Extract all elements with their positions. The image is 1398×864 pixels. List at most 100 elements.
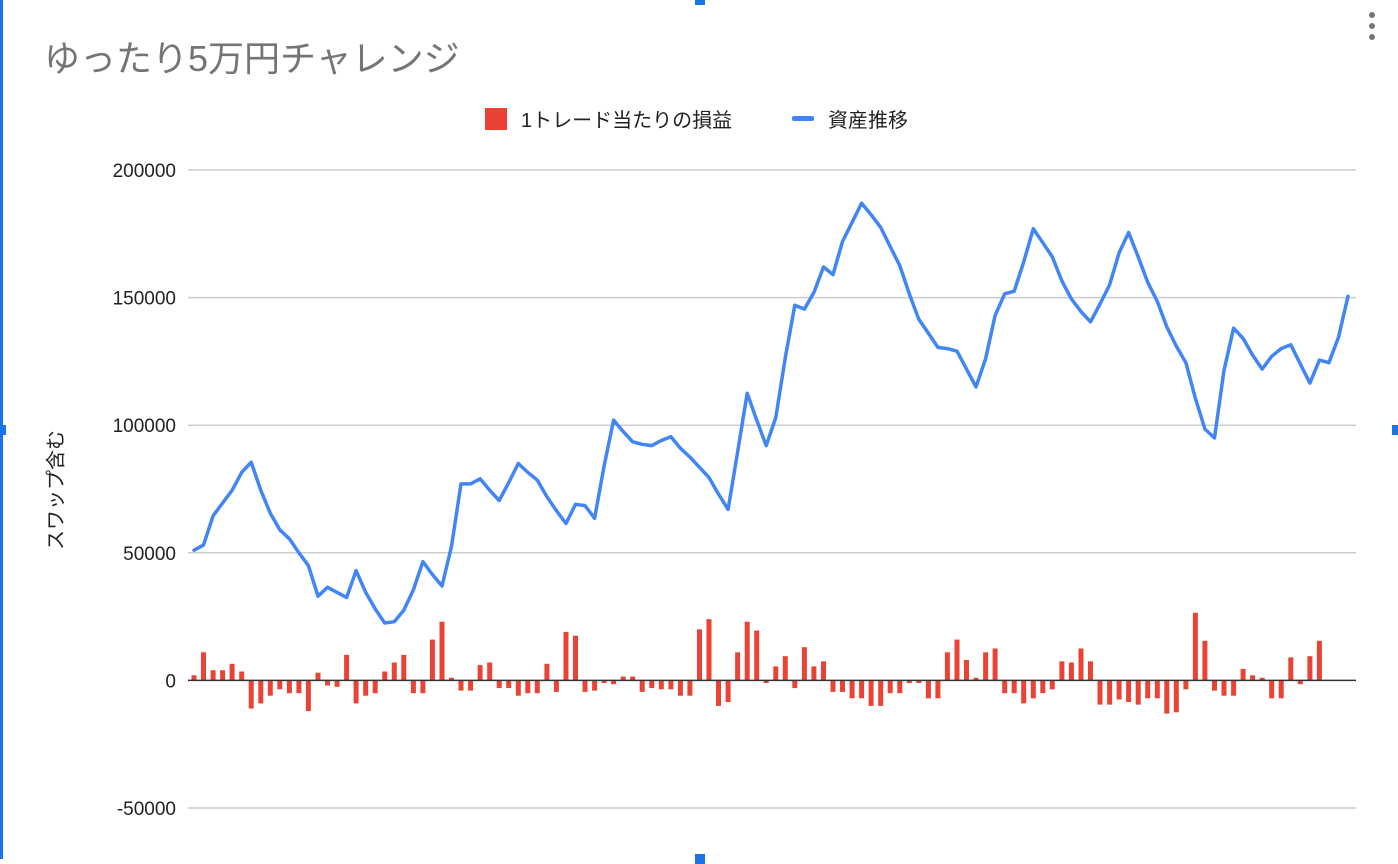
bar-mark[interactable]	[878, 680, 884, 706]
bar-mark[interactable]	[573, 635, 578, 681]
bar-mark[interactable]	[944, 652, 950, 681]
bar-mark[interactable]	[515, 680, 521, 696]
bar-mark[interactable]	[1307, 656, 1313, 681]
bar-mark[interactable]	[1088, 661, 1093, 681]
bar-mark[interactable]	[363, 680, 369, 696]
bar-mark[interactable]	[849, 680, 855, 699]
bar-mark[interactable]	[601, 680, 607, 683]
bar-mark[interactable]	[1259, 677, 1265, 681]
legend-item-line[interactable]: 資産推移	[792, 104, 908, 133]
bar-mark[interactable]	[239, 671, 245, 681]
bar-mark[interactable]	[1183, 680, 1189, 690]
bar-mark[interactable]	[668, 680, 674, 690]
bar-mark[interactable]	[334, 680, 340, 687]
bar-mark[interactable]	[1021, 680, 1027, 704]
bar-mark[interactable]	[353, 680, 359, 704]
bar-mark[interactable]	[811, 666, 817, 681]
bar-mark[interactable]	[620, 676, 626, 681]
bar-mark[interactable]	[687, 680, 693, 696]
bar-mark[interactable]	[525, 680, 531, 694]
bar-mark[interactable]	[792, 680, 798, 689]
bar-mark[interactable]	[477, 665, 483, 681]
bar-mark[interactable]	[410, 680, 416, 694]
bar-mark[interactable]	[1164, 680, 1170, 714]
resize-handle-top[interactable]	[695, 0, 705, 5]
bar-mark[interactable]	[1202, 640, 1208, 681]
bar-mark[interactable]	[582, 680, 588, 692]
bar-mark[interactable]	[1097, 680, 1103, 705]
bar-mark[interactable]	[697, 629, 702, 681]
bar-mark[interactable]	[801, 647, 807, 681]
bar-mark[interactable]	[267, 680, 273, 696]
bar-mark[interactable]	[553, 680, 559, 692]
bar-mark[interactable]	[544, 663, 550, 681]
bar-mark[interactable]	[229, 663, 235, 681]
bar-mark[interactable]	[1116, 680, 1122, 700]
bar-mark[interactable]	[534, 680, 540, 694]
bar-mark[interactable]	[1002, 680, 1008, 694]
bar-mark[interactable]	[821, 661, 826, 681]
bar-mark[interactable]	[592, 680, 598, 691]
legend-item-bar[interactable]: 1トレード当たりの損益	[485, 104, 732, 133]
bar-mark[interactable]	[1154, 680, 1160, 699]
bar-mark[interactable]	[201, 652, 206, 681]
bar-mark[interactable]	[649, 680, 655, 689]
bar-mark[interactable]	[859, 680, 865, 699]
bar-mark[interactable]	[830, 680, 836, 692]
bar-mark[interactable]	[716, 680, 721, 706]
bar-mark[interactable]	[1078, 648, 1084, 681]
bar-mark[interactable]	[563, 631, 569, 681]
resize-handle-right[interactable]	[1392, 425, 1398, 435]
bar-mark[interactable]	[210, 670, 216, 681]
bar-mark[interactable]	[487, 662, 493, 681]
bar-mark[interactable]	[1145, 680, 1151, 699]
bar-mark[interactable]	[1030, 680, 1036, 699]
bar-mark[interactable]	[1316, 640, 1322, 681]
bar-mark[interactable]	[429, 639, 435, 681]
bar-mark[interactable]	[782, 656, 788, 681]
bar-mark[interactable]	[763, 680, 769, 683]
bar-mark[interactable]	[296, 680, 302, 694]
bar-mark[interactable]	[439, 621, 445, 681]
bar-mark[interactable]	[191, 675, 197, 681]
bar-mark[interactable]	[735, 652, 741, 681]
bar-mark[interactable]	[658, 680, 664, 690]
bar-mark[interactable]	[248, 680, 254, 709]
bar-mark[interactable]	[1278, 680, 1284, 699]
bar-mark[interactable]	[897, 680, 903, 694]
bar-mark[interactable]	[325, 680, 330, 686]
bar-mark[interactable]	[1240, 668, 1246, 681]
bar-mark[interactable]	[1221, 680, 1227, 696]
bar-mark[interactable]	[258, 680, 264, 704]
bar-mark[interactable]	[744, 621, 750, 681]
bar-mark[interactable]	[1192, 612, 1198, 681]
bar-mark[interactable]	[1288, 657, 1294, 681]
bar-mark[interactable]	[1250, 675, 1256, 681]
bar-mark[interactable]	[1173, 680, 1179, 713]
bar-mark[interactable]	[677, 680, 683, 696]
bar-mark[interactable]	[1126, 680, 1132, 703]
bar-mark[interactable]	[220, 670, 226, 681]
bar-mark[interactable]	[754, 630, 760, 681]
bar-mark[interactable]	[315, 672, 321, 681]
bar-mark[interactable]	[286, 680, 292, 694]
bar-mark[interactable]	[706, 619, 712, 681]
bar-mark[interactable]	[277, 680, 283, 690]
bar-mark[interactable]	[887, 680, 893, 694]
bar-mark[interactable]	[344, 654, 350, 681]
bar-mark[interactable]	[916, 680, 922, 683]
bar-mark[interactable]	[1212, 680, 1217, 691]
bar-mark[interactable]	[725, 680, 731, 703]
bar-mark[interactable]	[420, 680, 426, 694]
bar-mark[interactable]	[1269, 680, 1275, 699]
bar-mark[interactable]	[983, 652, 989, 681]
more-options-icon[interactable]	[1362, 12, 1382, 46]
bar-mark[interactable]	[1059, 661, 1065, 681]
bar-mark[interactable]	[935, 680, 941, 699]
bar-mark[interactable]	[773, 666, 779, 681]
bar-mark[interactable]	[639, 680, 645, 692]
bar-mark[interactable]	[868, 680, 874, 706]
bar-mark[interactable]	[964, 660, 969, 681]
bar-mark[interactable]	[305, 680, 311, 711]
resize-handle-left[interactable]	[0, 425, 6, 435]
